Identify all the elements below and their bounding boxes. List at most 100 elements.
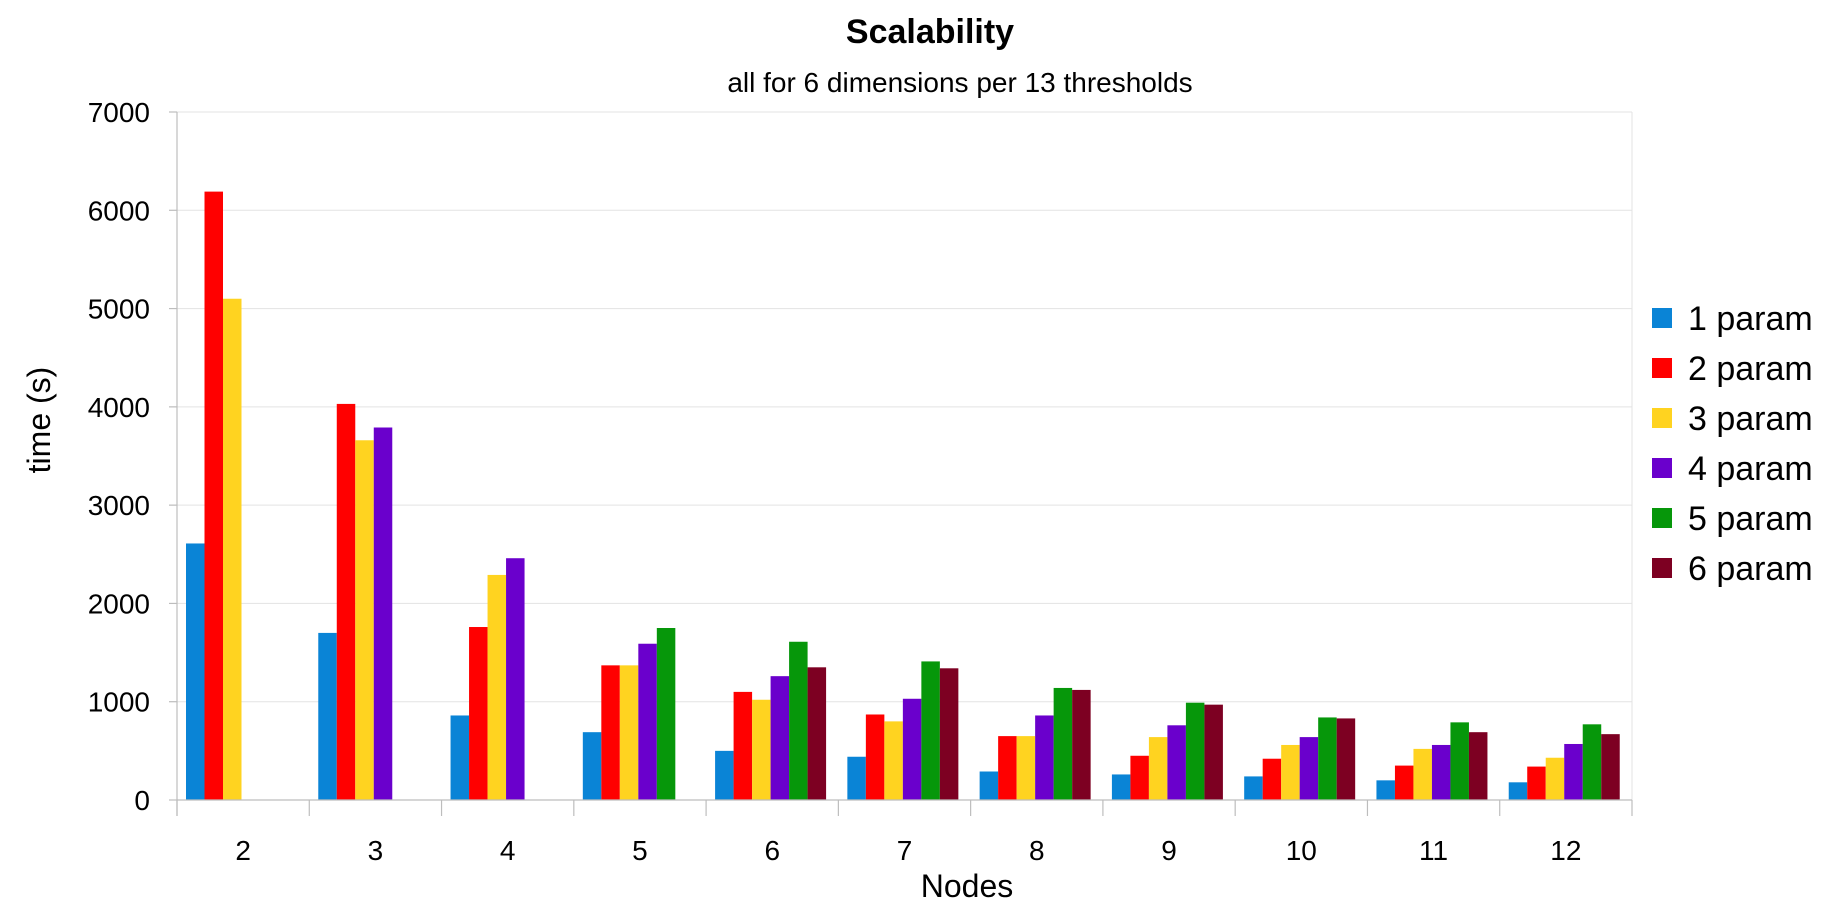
x-tick-label-2: 2 bbox=[235, 835, 251, 866]
legend-label-2-param: 2 param bbox=[1688, 350, 1813, 388]
x-tick-label-10: 10 bbox=[1286, 835, 1317, 866]
legend-label-5-param: 5 param bbox=[1688, 500, 1813, 538]
bar-6-param-nodes-8 bbox=[1072, 689, 1091, 800]
bar-2-param-nodes-12 bbox=[1527, 766, 1546, 800]
bar-4-param-nodes-3 bbox=[373, 427, 393, 800]
bar-5-param-nodes-11 bbox=[1450, 722, 1469, 800]
bar-2-param-nodes-3 bbox=[336, 403, 356, 800]
bar-4-param-nodes-8 bbox=[1035, 715, 1054, 800]
bar-3-param-nodes-12 bbox=[1545, 757, 1565, 800]
y-axis-label: time (s) bbox=[21, 367, 57, 474]
y-tick-label-3000: 3000 bbox=[88, 490, 150, 521]
bar-5-param-nodes-7 bbox=[921, 661, 940, 800]
axes bbox=[169, 111, 1633, 816]
bar-1-param-nodes-10 bbox=[1244, 776, 1263, 800]
bar-6-param-nodes-12 bbox=[1601, 734, 1620, 800]
gridlines bbox=[177, 111, 1633, 800]
bar-3-param-nodes-5 bbox=[619, 665, 639, 800]
bar-2-param-nodes-10 bbox=[1262, 758, 1282, 800]
legend-swatch-1-param bbox=[1652, 308, 1672, 328]
bar-1-param-nodes-3 bbox=[318, 632, 337, 800]
x-tick-label-11: 11 bbox=[1419, 835, 1448, 866]
bar-5-param-nodes-5 bbox=[656, 628, 676, 800]
bar-4-param-nodes-9 bbox=[1167, 725, 1186, 800]
x-tick-label-9: 9 bbox=[1161, 835, 1177, 866]
legend-swatch-5-param bbox=[1652, 508, 1672, 528]
x-tick-label-7: 7 bbox=[897, 835, 913, 866]
legend-label-3-param: 3 param bbox=[1688, 400, 1813, 438]
chart-subtitle: all for 6 dimensions per 13 thresholds bbox=[727, 67, 1192, 98]
x-axis-label: Nodes bbox=[921, 868, 1014, 904]
bar-6-param-nodes-9 bbox=[1204, 704, 1223, 800]
bar-1-param-nodes-12 bbox=[1508, 782, 1528, 800]
bar-2-param-nodes-4 bbox=[469, 627, 488, 800]
bar-1-param-nodes-6 bbox=[715, 750, 734, 800]
bar-5-param-nodes-12 bbox=[1582, 724, 1602, 800]
y-tick-label-0: 0 bbox=[134, 785, 150, 816]
bar-1-param-nodes-11 bbox=[1376, 780, 1395, 800]
bar-1-param-nodes-7 bbox=[847, 756, 866, 800]
bar-3-param-nodes-10 bbox=[1281, 744, 1300, 800]
chart-title: Scalability bbox=[846, 13, 1014, 51]
bar-1-param-nodes-4 bbox=[450, 715, 470, 800]
bar-4-param-nodes-12 bbox=[1564, 743, 1583, 800]
bar-1-param-nodes-8 bbox=[979, 771, 999, 800]
bar-6-param-nodes-6 bbox=[807, 667, 827, 800]
y-tick-label-1000: 1000 bbox=[88, 687, 150, 718]
legend-swatch-3-param bbox=[1652, 408, 1672, 428]
bar-4-param-nodes-7 bbox=[902, 698, 922, 800]
bars bbox=[186, 191, 1620, 801]
y-tick-label-5000: 5000 bbox=[88, 294, 150, 325]
bar-3-param-nodes-6 bbox=[752, 699, 771, 800]
bar-5-param-nodes-9 bbox=[1185, 702, 1205, 800]
bar-2-param-nodes-8 bbox=[998, 736, 1017, 800]
bar-2-param-nodes-7 bbox=[865, 714, 885, 800]
y-tick-label-2000: 2000 bbox=[88, 588, 150, 619]
bar-2-param-nodes-9 bbox=[1130, 755, 1149, 800]
legend-swatch-2-param bbox=[1652, 358, 1672, 378]
bar-1-param-nodes-5 bbox=[582, 732, 602, 800]
bar-5-param-nodes-10 bbox=[1318, 717, 1337, 800]
y-tick-label-4000: 4000 bbox=[88, 392, 150, 423]
legend-label-1-param: 1 param bbox=[1688, 300, 1813, 338]
bar-3-param-nodes-8 bbox=[1016, 736, 1036, 800]
bar-4-param-nodes-6 bbox=[770, 676, 790, 800]
bar-2-param-nodes-6 bbox=[733, 691, 753, 800]
bar-5-param-nodes-6 bbox=[789, 641, 808, 800]
y-tick-labels: 0 1000 2000 3000 4000 5000 6000 7000 bbox=[88, 97, 150, 816]
bar-3-param-nodes-4 bbox=[487, 574, 507, 800]
x-tick-labels: 2 3 4 5 6 7 8 9 10 11 12 bbox=[235, 835, 1581, 866]
bar-3-param-nodes-9 bbox=[1148, 737, 1168, 800]
bar-4-param-nodes-5 bbox=[638, 643, 657, 800]
bar-2-param-nodes-11 bbox=[1394, 765, 1414, 800]
bar-3-param-nodes-3 bbox=[355, 440, 374, 800]
bar-6-param-nodes-10 bbox=[1336, 718, 1356, 800]
x-tick-label-5: 5 bbox=[632, 835, 648, 866]
x-tick-label-3: 3 bbox=[368, 835, 384, 866]
x-tick-label-6: 6 bbox=[764, 835, 780, 866]
bar-4-param-nodes-10 bbox=[1299, 737, 1319, 800]
bar-6-param-nodes-7 bbox=[939, 668, 959, 800]
bar-1-param-nodes-2 bbox=[186, 543, 205, 800]
bar-5-param-nodes-8 bbox=[1053, 687, 1073, 800]
bar-3-param-nodes-7 bbox=[884, 721, 903, 800]
legend-label-4-param: 4 param bbox=[1688, 450, 1813, 488]
x-tick-label-4: 4 bbox=[500, 835, 516, 866]
bar-2-param-nodes-2 bbox=[204, 191, 223, 801]
bar-3-param-nodes-2 bbox=[223, 298, 242, 800]
x-tick-label-8: 8 bbox=[1029, 835, 1045, 866]
bar-4-param-nodes-4 bbox=[506, 558, 525, 800]
bar-4-param-nodes-11 bbox=[1431, 744, 1451, 800]
legend-swatch-6-param bbox=[1652, 558, 1672, 578]
bar-1-param-nodes-9 bbox=[1111, 774, 1131, 800]
bar-2-param-nodes-5 bbox=[601, 665, 620, 800]
y-tick-label-6000: 6000 bbox=[88, 195, 150, 226]
y-tick-label-7000: 7000 bbox=[88, 97, 150, 128]
bar-6-param-nodes-11 bbox=[1468, 732, 1488, 800]
bar-3-param-nodes-11 bbox=[1413, 748, 1432, 800]
legend-swatch-4-param bbox=[1652, 458, 1672, 478]
legend: 1 param 2 param 3 param 4 param 5 param 6 par… bbox=[1652, 300, 1813, 588]
x-tick-label-12: 12 bbox=[1550, 835, 1581, 866]
legend-label-6-param: 6 param bbox=[1688, 550, 1813, 588]
